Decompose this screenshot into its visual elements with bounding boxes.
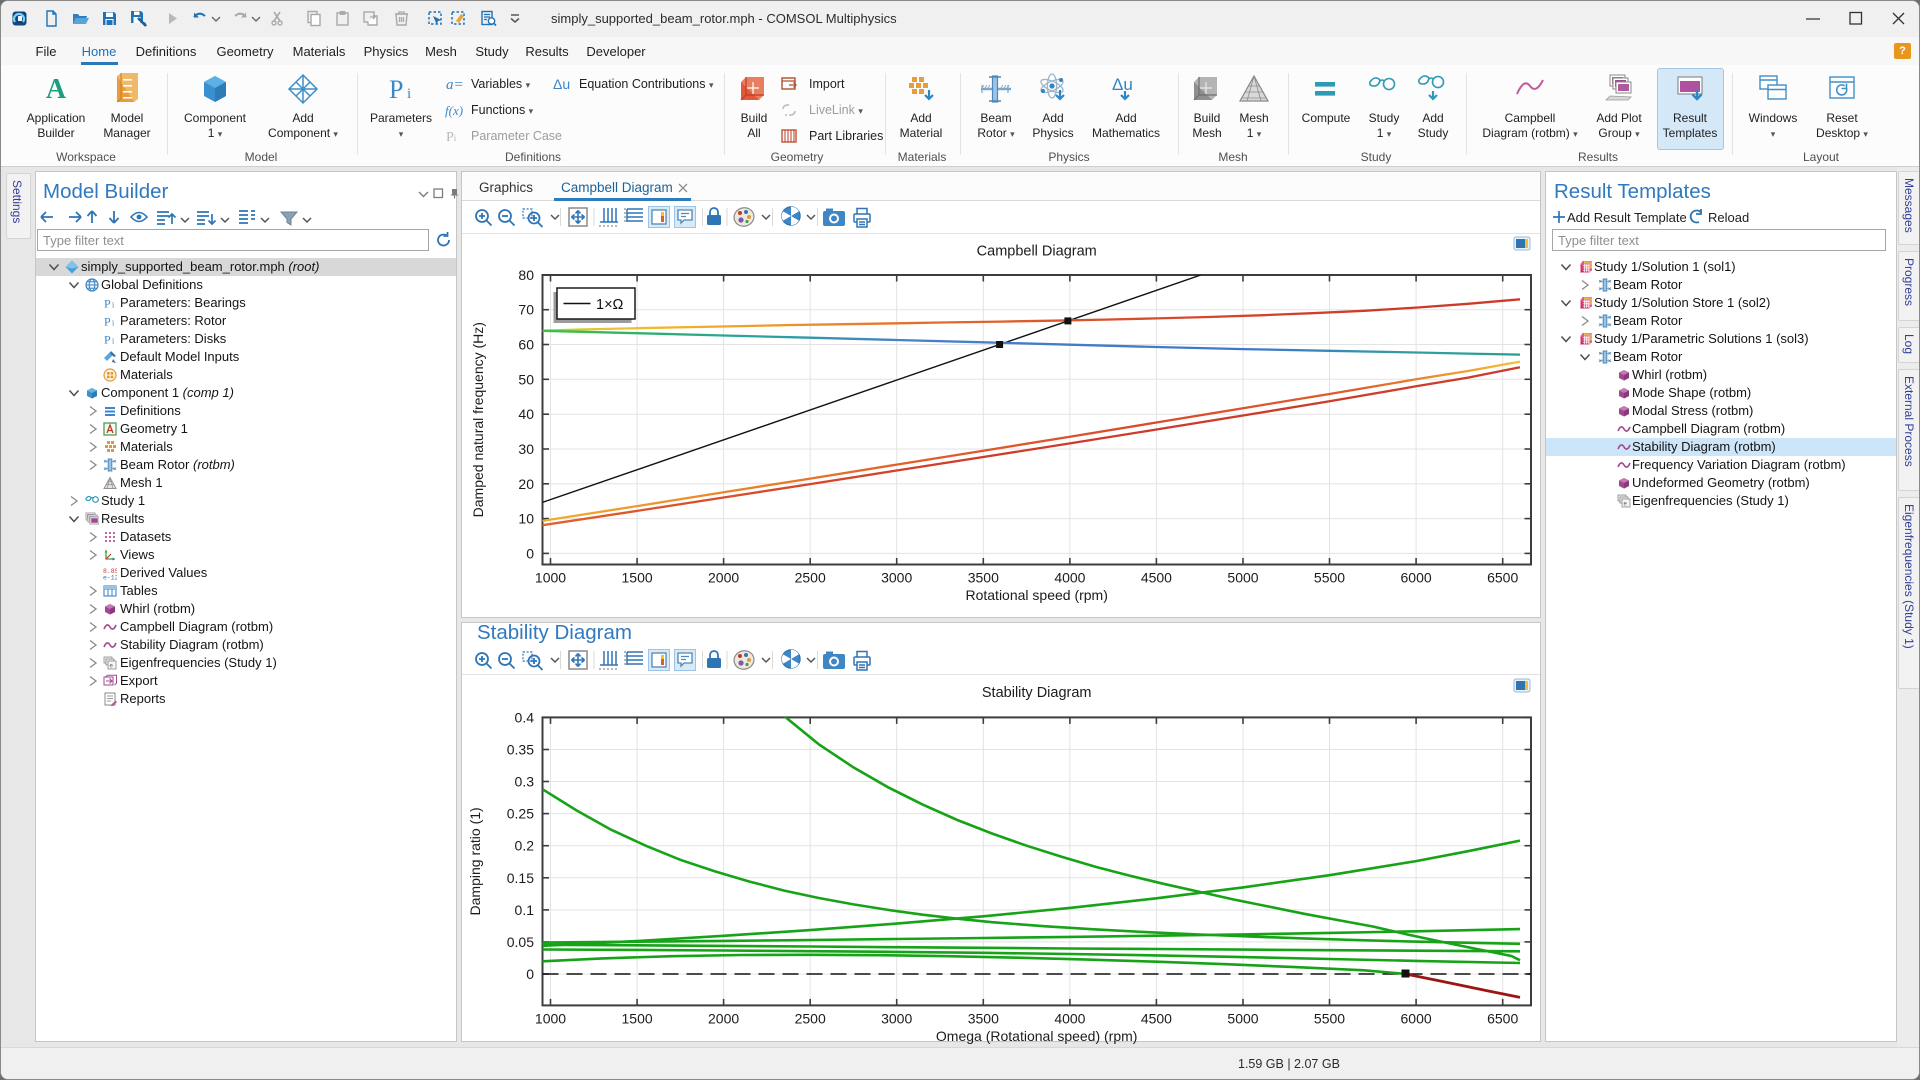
svg-text:3000: 3000 [881,1010,912,1026]
svg-text:i: i [407,86,411,102]
svg-text:i: i [112,337,115,346]
svg-text:f(x): f(x) [445,103,463,118]
svg-text:Damped natural frequency (Hz): Damped natural frequency (Hz) [470,322,486,517]
svg-text:2500: 2500 [795,1010,826,1026]
svg-text:3500: 3500 [968,1010,999,1026]
svg-text:0: 0 [526,545,534,561]
svg-text:a=: a= [446,77,464,93]
svg-text:1000: 1000 [535,570,566,586]
svg-text:2500: 2500 [795,570,826,586]
svg-text:i: i [112,319,115,328]
svg-text:0.2: 0.2 [515,838,535,854]
svg-text:0.25: 0.25 [507,806,534,822]
svg-text:5500: 5500 [1314,1010,1345,1026]
svg-text:70: 70 [518,302,534,318]
svg-text:0.35: 0.35 [507,742,534,758]
svg-text:3000: 3000 [881,570,912,586]
svg-text:4000: 4000 [1054,570,1085,586]
svg-text:6000: 6000 [1401,1010,1432,1026]
svg-text:6500: 6500 [1487,570,1518,586]
svg-text:10: 10 [518,511,534,527]
svg-text:0.15: 0.15 [507,870,534,886]
svg-text:i: i [112,301,115,310]
svg-text:2000: 2000 [708,570,739,586]
svg-text:4000: 4000 [1054,1010,1085,1026]
svg-text:80: 80 [518,267,534,283]
svg-text:4500: 4500 [1141,570,1172,586]
svg-text:e: e [110,664,114,670]
svg-text:Pi: Pi [446,130,457,145]
svg-text:0.4: 0.4 [515,709,535,725]
svg-text:40: 40 [518,406,534,422]
svg-text:A: A [46,74,67,105]
svg-text:P: P [104,297,111,311]
svg-text:0.05: 0.05 [507,934,534,950]
svg-text:e: e [1624,502,1628,508]
svg-text:5000: 5000 [1227,1010,1258,1026]
svg-text:0.3: 0.3 [515,774,535,790]
svg-text:1×Ω: 1×Ω [596,297,624,313]
svg-text:P: P [104,315,111,329]
svg-text:Rotational speed (rpm): Rotational speed (rpm) [965,587,1107,603]
svg-text:Δu: Δu [553,76,570,92]
svg-text:20: 20 [518,476,534,492]
svg-text:Omega (Rotational speed) (rpm): Omega (Rotational speed) (rpm) [936,1028,1138,1044]
svg-text:50: 50 [518,371,534,387]
svg-text:3500: 3500 [968,570,999,586]
svg-text:4500: 4500 [1141,1010,1172,1026]
svg-text:5500: 5500 [1314,570,1345,586]
svg-text:60: 60 [518,337,534,353]
svg-text:Stability Diagram: Stability Diagram [982,685,1092,701]
svg-text:Damping ratio (1): Damping ratio (1) [467,807,483,915]
svg-text:0.1: 0.1 [515,902,535,918]
svg-text:6500: 6500 [1487,1010,1518,1026]
svg-text:8.85: 8.85 [103,568,117,575]
svg-text:0: 0 [526,966,534,982]
svg-text:30: 30 [518,441,534,457]
svg-text:P: P [104,333,111,347]
svg-text:P: P [389,75,403,104]
svg-text:2000: 2000 [708,1010,739,1026]
svg-text:6000: 6000 [1401,570,1432,586]
svg-text:Δu: Δu [1112,75,1133,94]
svg-text:1000: 1000 [535,1010,566,1026]
svg-text:1500: 1500 [622,570,653,586]
svg-text:5000: 5000 [1227,570,1258,586]
svg-text:1500: 1500 [622,1010,653,1026]
svg-text:e-12: e-12 [103,575,117,581]
svg-text:Campbell Diagram: Campbell Diagram [977,244,1097,260]
